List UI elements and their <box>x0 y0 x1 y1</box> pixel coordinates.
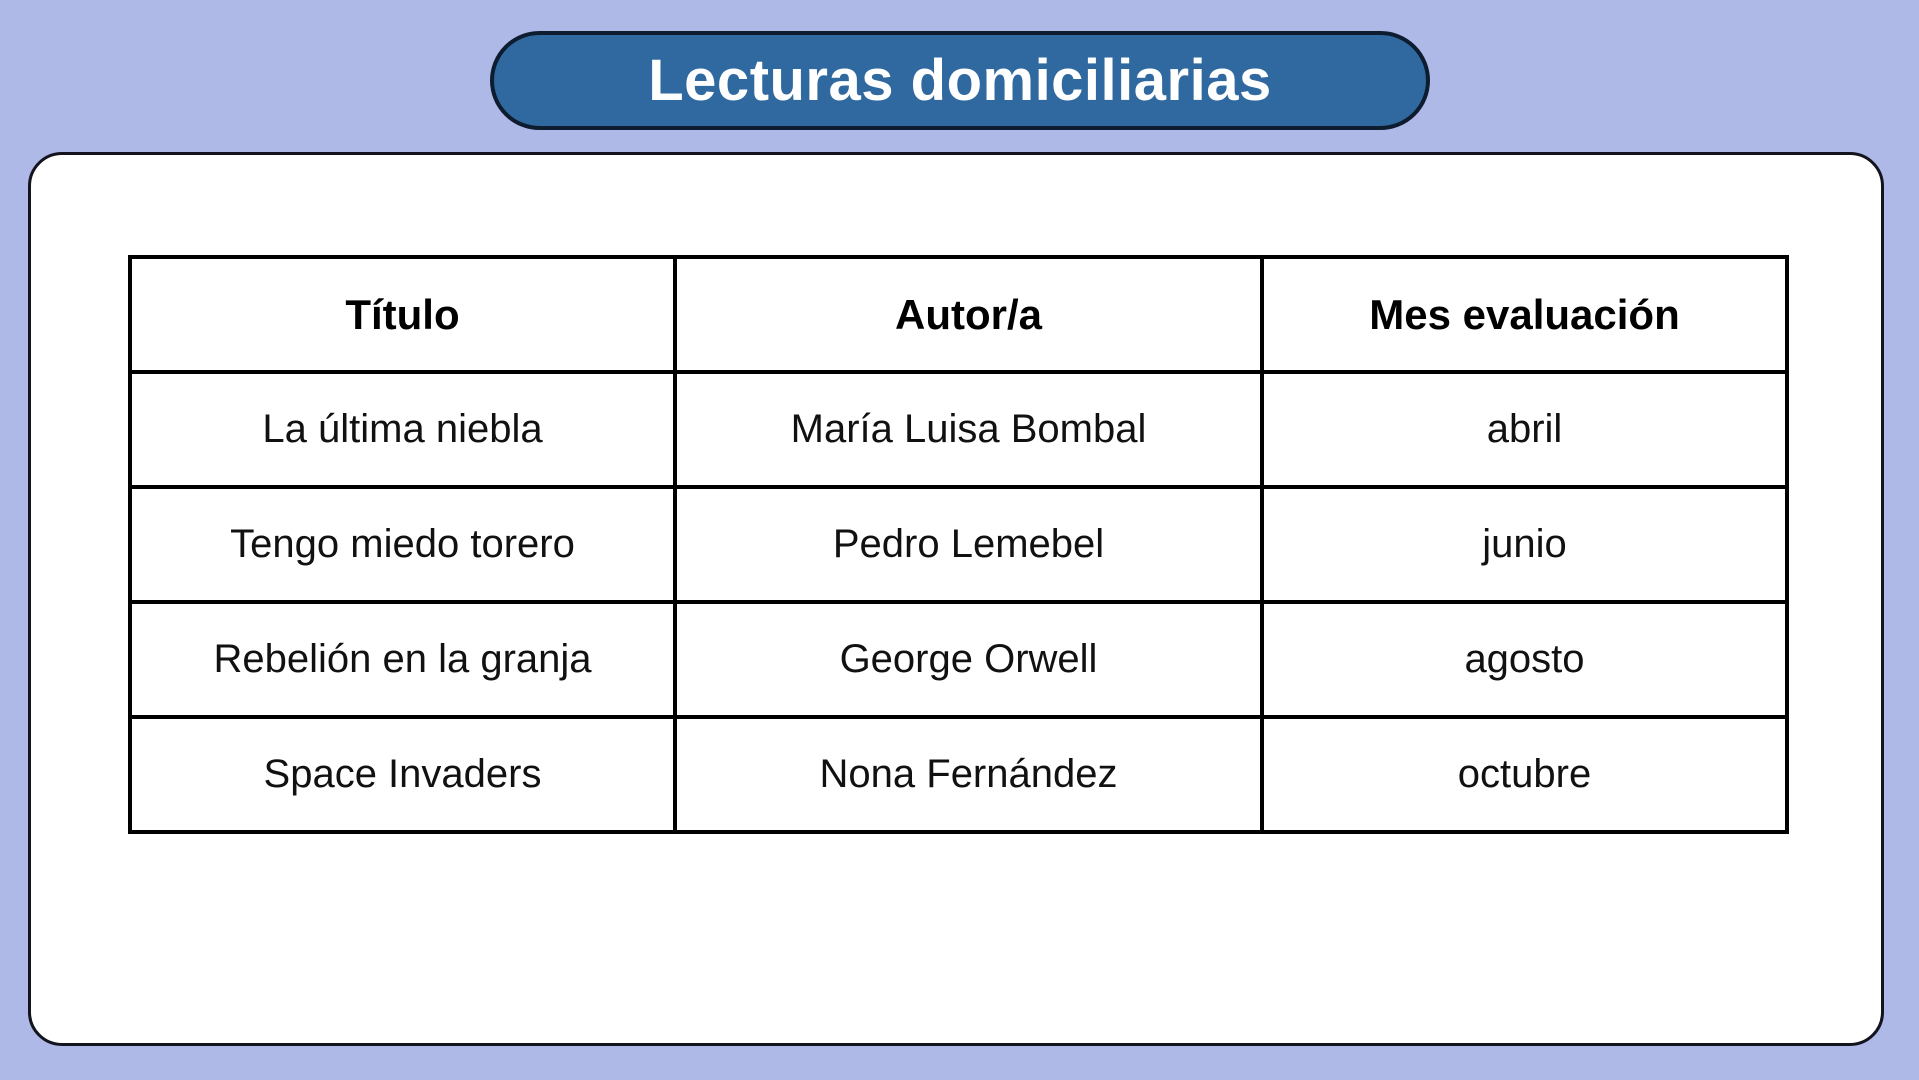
table-row: La última niebla María Luisa Bombal abri… <box>128 370 1789 489</box>
cell-author: Nona Fernández <box>673 715 1264 834</box>
cell-month: junio <box>1260 485 1789 604</box>
table-row: Tengo miedo torero Pedro Lemebel junio <box>128 485 1789 604</box>
header-cell-autora: Autor/a <box>673 255 1264 374</box>
readings-table: Título Autor/a Mes evaluación La última … <box>128 255 1789 834</box>
title-badge: Lecturas domiciliarias <box>490 31 1430 130</box>
cell-title: Rebelión en la granja <box>128 600 677 719</box>
cell-month: agosto <box>1260 600 1789 719</box>
cell-month: octubre <box>1260 715 1789 834</box>
header-cell-titulo: Título <box>128 255 677 374</box>
cell-title: Space Invaders <box>128 715 677 834</box>
table-row: Space Invaders Nona Fernández octubre <box>128 715 1789 834</box>
header-row: Título Autor/a Mes evaluación <box>128 255 1789 374</box>
cell-title: La última niebla <box>128 370 677 489</box>
cell-title: Tengo miedo torero <box>128 485 677 604</box>
cell-author: George Orwell <box>673 600 1264 719</box>
cell-author: María Luisa Bombal <box>673 370 1264 489</box>
header-cell-mes-evaluacion: Mes evaluación <box>1260 255 1789 374</box>
table-row: Rebelión en la granja George Orwell agos… <box>128 600 1789 719</box>
cell-author: Pedro Lemebel <box>673 485 1264 604</box>
cell-month: abril <box>1260 370 1789 489</box>
page-title: Lecturas domiciliarias <box>648 48 1272 113</box>
